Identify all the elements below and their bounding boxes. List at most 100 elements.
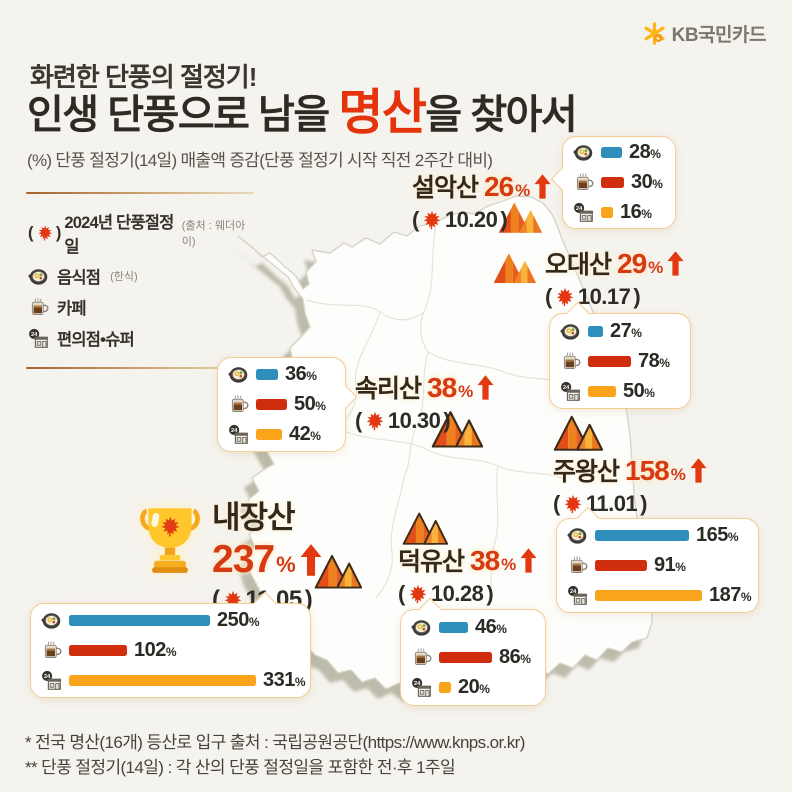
mountain-label-juwangsan: 주왕산 158% ( 11.01) [553, 452, 707, 517]
bar-value: 78% [638, 349, 670, 372]
bar-store [588, 385, 616, 397]
up-arrow-icon [667, 251, 684, 276]
bar-cafe [69, 645, 127, 656]
bar-value: 36% [285, 363, 317, 385]
chart-row: 331% [41, 669, 306, 692]
mountain-label-naejangsan-winner: 내장산 237% ( 11.05) [140, 492, 322, 614]
bar-value: 50% [294, 393, 326, 415]
chart-row: 50% [560, 380, 680, 403]
store-icon [28, 328, 49, 349]
chart-row: 50% [228, 393, 335, 416]
legend-peak-source: (출처 : 웨더아이) [181, 220, 246, 248]
cafe-icon [228, 394, 249, 415]
up-arrow-icon [534, 174, 551, 199]
bar-value: 28% [629, 141, 661, 163]
subtitle: (%) 단풍 절정기(14일) 매출액 증감(단풍 절정기 시작 직전 2주간 … [27, 151, 493, 170]
chart-row: 28% [573, 141, 665, 164]
bar-cafe [601, 177, 624, 188]
kb-card-logo: KB국민카드 [642, 20, 767, 47]
store-icon [567, 585, 588, 606]
kb-star-icon [642, 21, 667, 46]
seoraksan-sales-chart: 28% 30% 16% [550, 136, 676, 229]
restaurant-icon [41, 610, 62, 631]
legend-divider-top [26, 192, 254, 194]
chart-row: 102% [41, 639, 300, 662]
bar-value: 91% [654, 554, 686, 576]
maple-leaf-icon [555, 287, 575, 307]
footnotes: * 전국 명산(16개) 등산로 입구 출처 : 국립공원공단(https://… [25, 730, 525, 780]
chart-row: 91% [567, 554, 748, 577]
chart-row: 36% [228, 363, 335, 386]
bar-store [601, 207, 613, 218]
maple-leaf-icon [37, 224, 53, 242]
cafe-icon [573, 172, 594, 193]
restaurant-icon [567, 525, 588, 546]
bar-value: 42% [289, 423, 321, 445]
bar-restaurant [595, 530, 689, 541]
bar-store [439, 682, 451, 693]
legend-item-restaurant: 음식점 (한식) [28, 264, 252, 288]
province-borders [305, 223, 622, 605]
mountain-label-songnisan: 속리산 38% ( 10.30) [355, 369, 494, 434]
bar-value: 165% [696, 524, 739, 546]
legend-item-store: 편의점•슈퍼 [28, 326, 252, 350]
bar-cafe [439, 652, 492, 663]
chart-row: 187% [567, 584, 752, 607]
chart-row: 27% [560, 320, 680, 343]
chart-row: 30% [573, 171, 665, 194]
page-title: 인생 단풍으로 남을 명산 을 찾아서 [27, 86, 578, 140]
cafe-icon [28, 297, 49, 318]
title-highlight: 명산 [338, 86, 427, 140]
bar-cafe [595, 560, 647, 571]
bar-restaurant [439, 622, 468, 633]
tagline: 화련한 단풍의 절정기! [30, 62, 257, 92]
cafe-icon [567, 555, 588, 576]
up-arrow-icon [300, 544, 322, 576]
songnisan-sales-chart: 36% 50% 42% [217, 357, 358, 452]
maple-leaf-icon [563, 494, 583, 514]
bar-value: 20% [458, 676, 490, 698]
bar-cafe [256, 399, 287, 410]
juwangsan-sales-chart: 165% 91% 187% [556, 506, 759, 613]
store-icon [228, 424, 249, 445]
restaurant-icon [573, 142, 594, 163]
chart-row: 250% [41, 609, 300, 632]
bar-store [256, 429, 282, 440]
legend: ( ) 2024년 단풍절정일 (출처 : 웨더아이) 음식점 (한식) 카페 … [26, 192, 254, 369]
chart-row: 42% [228, 423, 335, 446]
mountain-label-seoraksan: 설악산 26% ( 10.20) [412, 168, 551, 233]
footnote-1: * 전국 명산(16개) 등산로 입구 출처 : 국립공원공단(https://… [25, 733, 525, 752]
maple-leaf-icon [365, 411, 385, 431]
cafe-icon [411, 647, 432, 668]
bar-value: 46% [475, 616, 507, 638]
up-arrow-icon [690, 458, 707, 483]
up-arrow-icon [477, 375, 494, 400]
bar-restaurant [588, 325, 603, 337]
footnote-2: ** 단풍 절정기(14일) : 각 산의 단풍 절정일을 포함한 전·후 1주… [25, 758, 456, 777]
bar-value: 102% [134, 639, 177, 661]
chart-row: 46% [411, 616, 535, 639]
title-prefix: 인생 단풍으로 남을 [27, 92, 339, 137]
store-icon [41, 670, 62, 691]
chart-row: 86% [411, 646, 535, 669]
bar-value: 331% [263, 669, 306, 691]
mountain-icon-juwangsan [553, 413, 603, 451]
bar-value: 86% [499, 646, 531, 668]
bar-restaurant [256, 369, 278, 380]
store-icon [411, 677, 432, 698]
cafe-icon [560, 351, 581, 372]
bar-value: 27% [610, 319, 642, 342]
bar-value: 30% [631, 171, 663, 193]
store-icon [560, 381, 581, 402]
odaesan-sales-chart: 27% 78% 50% [549, 301, 691, 409]
chart-row: 16% [573, 201, 665, 224]
bar-cafe [588, 355, 631, 367]
chart-row: 78% [560, 350, 680, 373]
legend-peak-label: 2024년 단풍절정일 [64, 214, 174, 256]
bar-value: 250% [217, 609, 260, 631]
legend-divider-bottom [26, 367, 254, 369]
mountain-icon-odaesan [492, 250, 537, 284]
legend-peak-date: ( ) 2024년 단풍절정일 (출처 : 웨더아이) [28, 209, 252, 257]
